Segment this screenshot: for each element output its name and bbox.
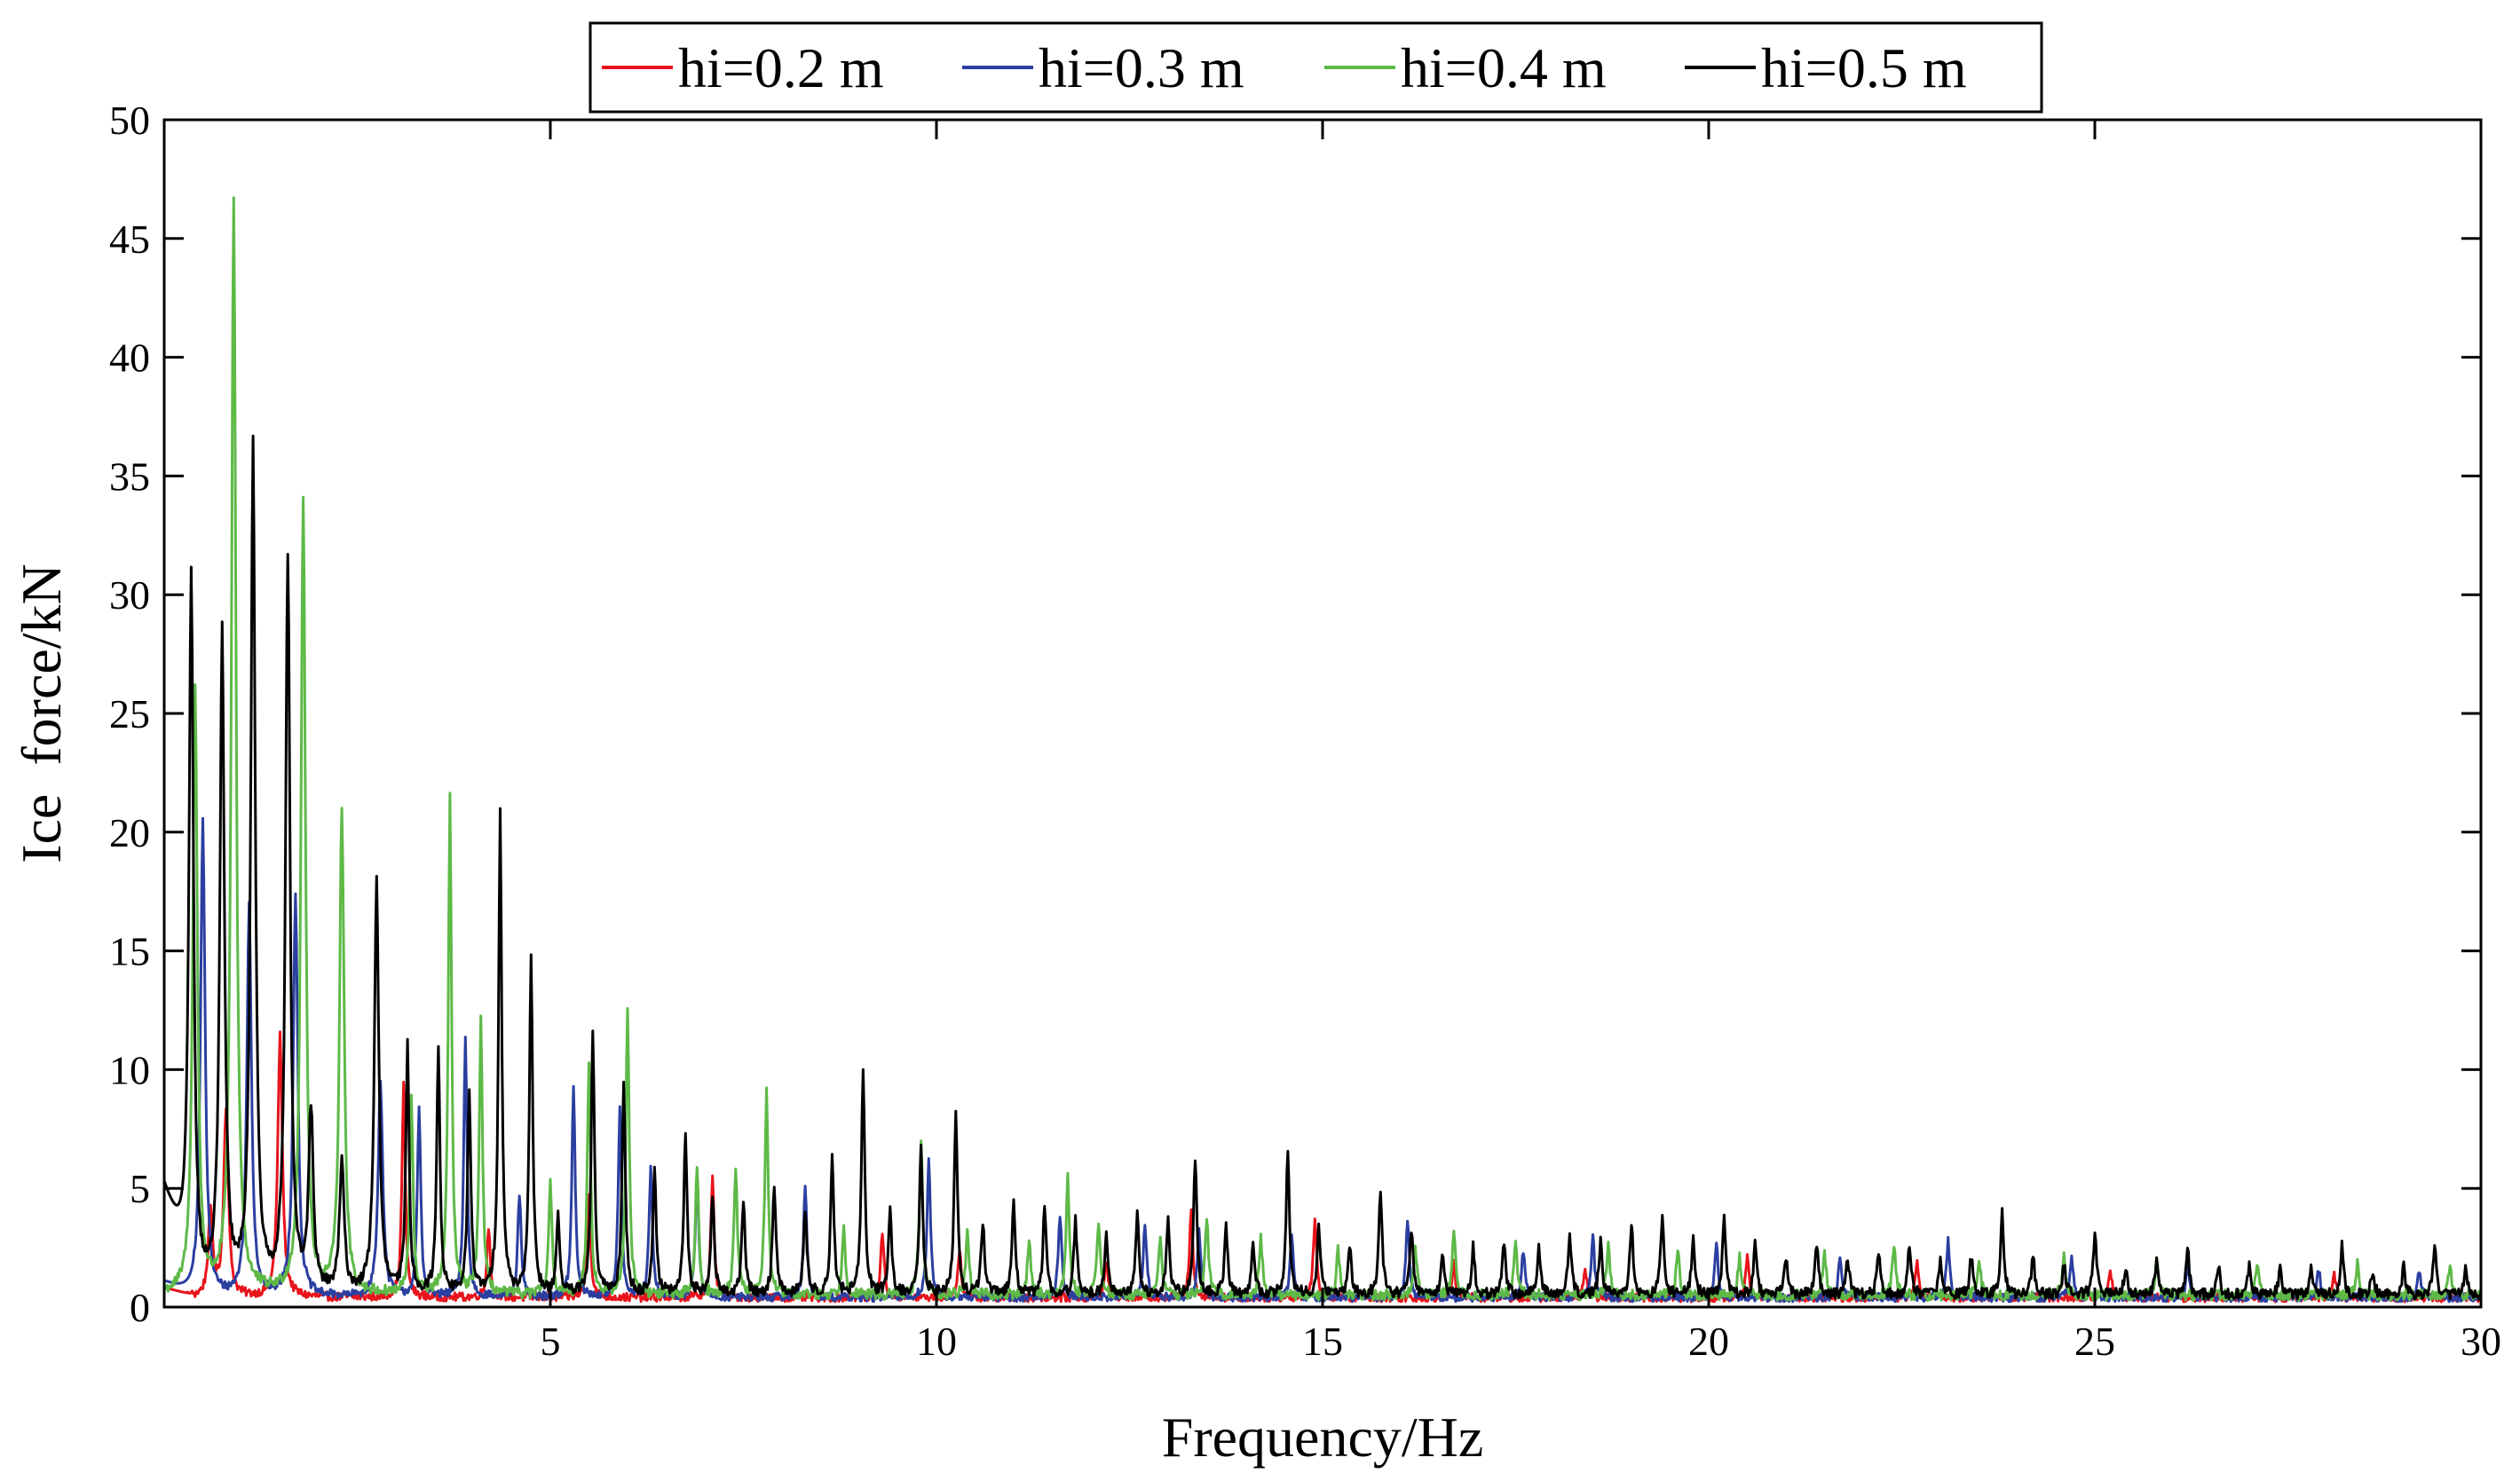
legend-label: hi=0.4 m	[1401, 36, 1607, 99]
y-tick-label: 5	[130, 1166, 150, 1211]
legend-label: hi=0.3 m	[1039, 36, 1244, 99]
x-axis: 5 10 15 20 25 30	[541, 120, 2501, 1364]
y-tick-label: 35	[109, 453, 150, 499]
legend-items: hi=0.2 m hi=0.3 m hi=0.4 m hi=0.5 m	[602, 36, 1967, 99]
y-axis-title: Ice force/kN	[10, 563, 73, 863]
x-tick-label: 15	[1302, 1319, 1343, 1364]
y-tick-label: 40	[109, 335, 150, 381]
plot-area	[164, 120, 2481, 1307]
x-tick-label: 20	[1688, 1319, 1729, 1364]
legend: hi=0.2 m hi=0.3 m hi=0.4 m hi=0.5 m	[589, 21, 2043, 114]
y-tick-label: 30	[109, 572, 150, 618]
y-tick-label: 0	[130, 1285, 150, 1330]
legend-box	[589, 21, 2043, 114]
x-tick-label: 30	[2461, 1319, 2501, 1364]
x-tick-label: 25	[2074, 1319, 2115, 1364]
x-axis-title: Frequency/Hz	[1162, 1406, 1484, 1469]
y-tick-label: 15	[109, 929, 150, 974]
y-tick-label: 25	[109, 691, 150, 737]
y-tick-label: 20	[109, 810, 150, 855]
y-tick-label: 10	[109, 1047, 150, 1092]
y-tick-label: 45	[109, 217, 150, 262]
legend-label: hi=0.5 m	[1761, 36, 1967, 99]
y-tick-label: 50	[109, 98, 150, 143]
x-tick-label: 5	[541, 1319, 561, 1364]
x-tick-label: 10	[916, 1319, 957, 1364]
y-axis: 0 5 10 15 20 25 30 35 40 45 50	[109, 98, 2481, 1330]
legend-label: hi=0.2 m	[678, 36, 884, 99]
series-line-4	[162, 434, 2483, 1301]
